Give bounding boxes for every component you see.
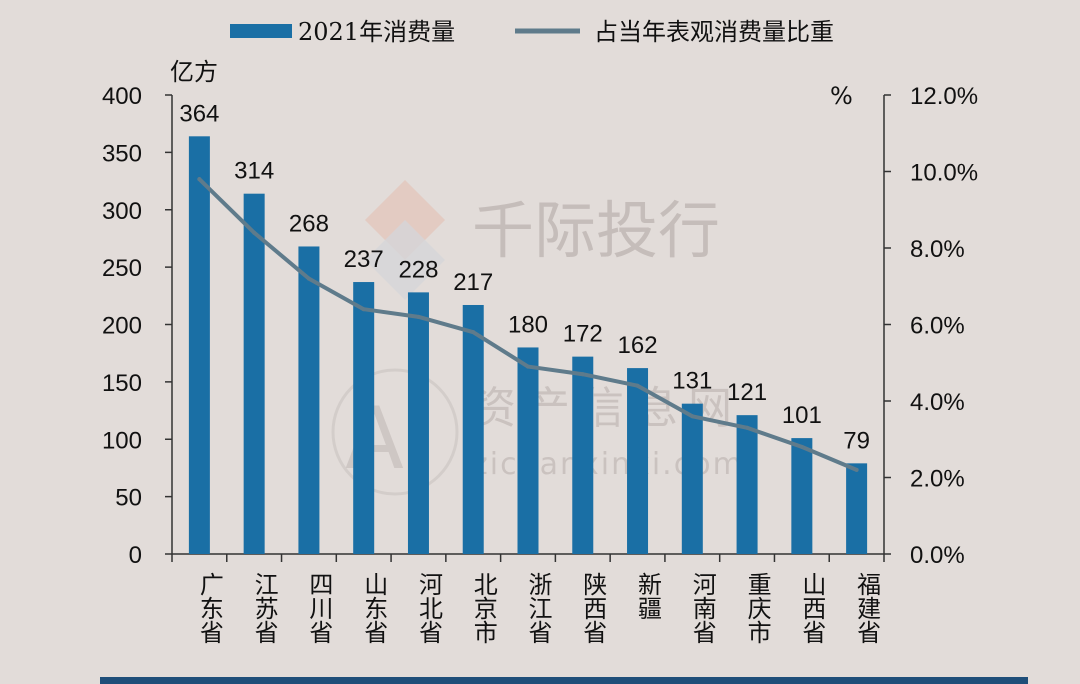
bar-山东省	[353, 282, 375, 554]
watermark-brand: 千际投行	[472, 194, 720, 267]
share-point-河南省	[690, 414, 695, 419]
share-point-山东省	[361, 307, 366, 312]
share-point-四川省	[306, 276, 311, 281]
right-tick-label: 8.0%	[910, 236, 965, 263]
bar-value-label: 131	[672, 368, 712, 395]
bar-广东省	[188, 136, 210, 554]
share-point-新疆	[635, 383, 640, 388]
left-tick-label: 200	[102, 313, 142, 340]
left-axis-unit: 亿方	[170, 58, 218, 86]
category-label: 北京市	[469, 572, 497, 644]
left-tick-label: 300	[102, 198, 142, 225]
bar-value-label: 268	[289, 210, 329, 237]
category-label: 河南省	[688, 572, 716, 644]
category-label: 浙江省	[524, 572, 552, 644]
bar-江苏省	[243, 193, 265, 554]
legend-bar-label: 2021年消费量	[298, 18, 455, 46]
bar-重庆市	[736, 415, 758, 554]
legend-line-label: 占当年表观消费量比重	[594, 18, 834, 46]
legend-bar-swatch	[230, 24, 292, 38]
left-tick-label: 350	[102, 140, 142, 167]
category-label: 四川省	[305, 572, 333, 644]
bar-value-label: 217	[453, 269, 493, 296]
watermark-logo-icon	[365, 180, 445, 300]
bar-山西省	[791, 438, 813, 554]
bar-浙江省	[517, 347, 539, 554]
right-tick-label: 4.0%	[910, 389, 965, 416]
category-label: 江苏省	[250, 572, 278, 644]
right-tick-label: 12.0%	[910, 83, 978, 110]
left-tick-label: 250	[102, 255, 142, 282]
share-point-河北省	[416, 314, 421, 319]
bar-河南省	[681, 403, 703, 554]
share-point-陕西省	[580, 372, 585, 377]
left-tick-label: 0	[129, 542, 142, 569]
left-tick-label: 100	[102, 427, 142, 454]
left-tick-label: 50	[115, 485, 142, 512]
bar-陕西省	[572, 356, 594, 554]
share-point-浙江省	[526, 364, 530, 369]
bar-value-label: 162	[618, 332, 658, 359]
category-label: 山东省	[360, 572, 388, 644]
right-tick-label: 6.0%	[910, 313, 965, 340]
bar-value-label: 364	[179, 100, 219, 127]
share-point-江苏省	[252, 230, 257, 235]
share-point-北京市	[471, 330, 476, 335]
bar-value-label: 101	[782, 402, 822, 429]
bar-value-label: 237	[344, 246, 384, 273]
bar-新疆	[627, 368, 649, 554]
bar-value-label: 228	[398, 256, 438, 283]
share-point-福建省	[854, 467, 859, 472]
plot-area: 0 50 100 150 200 250 300 350 400 0.0% 2.0% 4.0% 6.0%…	[102, 83, 978, 644]
watermark-circle-logo: AI	[331, 368, 459, 496]
share-point-广东省	[197, 177, 202, 182]
bar-四川省	[298, 246, 320, 554]
category-label: 河北省	[414, 572, 442, 644]
right-tick-label: 10.0%	[910, 160, 978, 187]
left-tick-label: 400	[102, 83, 142, 110]
category-label: 新疆	[634, 572, 662, 620]
bar-value-label: 121	[727, 379, 767, 406]
legend: 2021年消费量 占当年表观消费量比重	[230, 18, 834, 46]
share-point-山西省	[799, 444, 804, 449]
right-tick-label: 2.0%	[910, 466, 965, 493]
category-label: 福建省	[853, 572, 881, 644]
bar-北京市	[462, 304, 484, 554]
bar-福建省	[846, 463, 868, 554]
share-point-重庆市	[745, 425, 750, 430]
bar-河北省	[407, 292, 429, 554]
category-label: 陕西省	[579, 572, 607, 644]
category-label: 山西省	[798, 572, 826, 644]
right-axis-unit: %	[830, 82, 853, 110]
watermark-site-url: zichanxinxi.com	[472, 447, 744, 482]
bar-value-label: 79	[843, 427, 870, 454]
bar-value-label: 314	[234, 158, 274, 185]
bar-value-label: 172	[563, 321, 603, 348]
category-label: 广东省	[195, 572, 223, 644]
bottom-rule	[100, 677, 1028, 684]
left-tick-label: 150	[102, 370, 142, 397]
bar-value-label: 180	[508, 311, 548, 338]
right-tick-label: 0.0%	[910, 542, 965, 569]
category-label: 重庆市	[743, 572, 771, 644]
